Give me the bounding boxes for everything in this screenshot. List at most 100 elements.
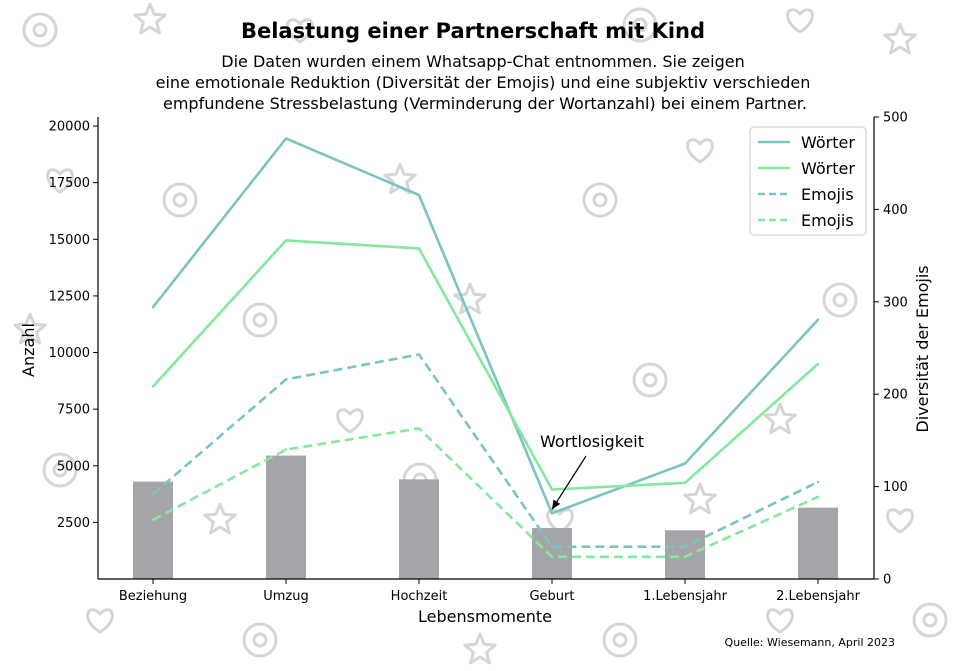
annotation: Wortlosigkeit [540, 432, 644, 510]
annotation-arrowhead [552, 499, 561, 510]
chart-title: Belastung einer Partnerschaft mit Kind [241, 19, 705, 43]
data-point [683, 545, 687, 548]
data-point [417, 193, 421, 197]
source-note: Quelle: Wiesemann, April 2023 [725, 636, 895, 649]
data-point [284, 239, 288, 242]
doodle-circle [602, 622, 638, 658]
doodle-heart [336, 408, 364, 434]
data-point [550, 555, 554, 558]
series-line [151, 137, 819, 515]
legend-label: Wörter [801, 159, 855, 178]
data-point [550, 488, 554, 491]
data-point [816, 495, 820, 498]
doodle-star [133, 2, 167, 35]
legend-box [749, 126, 867, 236]
doodle-circle [612, 632, 628, 648]
doodle-circle [632, 362, 668, 398]
doodle-circle [642, 372, 658, 388]
doodle-star [13, 312, 47, 345]
line-series [151, 137, 820, 559]
legend: Wörter Wörter Emojis Emojis [749, 126, 867, 236]
doodle-circle [592, 192, 608, 208]
data-point [550, 512, 554, 515]
right-tick-label: 200 [883, 388, 908, 403]
doodle-circle [42, 452, 78, 488]
data-point [151, 518, 155, 522]
legend-label: Wörter [801, 133, 855, 152]
left-tick-label: 10000 [49, 346, 90, 361]
doodle-circle [242, 622, 278, 658]
doodle-circle [242, 302, 278, 338]
doodle-circle [632, 17, 648, 33]
doodle-circle [832, 292, 848, 308]
left-tick-label: 20000 [49, 120, 90, 135]
x-tick-label: Hochzeit [391, 589, 448, 604]
left-tick-label: 17500 [49, 176, 90, 191]
doodle-star [763, 402, 797, 435]
doodle-star [203, 502, 237, 535]
bar [665, 530, 705, 579]
doodle-circle [922, 612, 938, 628]
chart-subtitle-line-3: empfundene Stressbelastung (Verminderung… [163, 94, 807, 113]
right-tick-label: 0 [883, 573, 891, 588]
series-line [152, 239, 819, 491]
right-axis-ticks: 0 100 200 300 400 500 [874, 111, 908, 588]
data-point [683, 462, 687, 465]
doodle-star [683, 482, 717, 515]
bar [399, 479, 439, 579]
doodle-circle [252, 312, 268, 328]
data-point [284, 448, 288, 451]
data-point [417, 427, 421, 430]
left-tick-label: 12500 [49, 289, 90, 304]
data-point [550, 545, 554, 548]
doodle-circle [52, 462, 68, 478]
left-tick-label: 2500 [57, 516, 90, 531]
doodle-circle [252, 632, 268, 648]
doodle-circle [582, 182, 618, 218]
bar [266, 455, 306, 579]
data-point [417, 353, 421, 356]
data-point [417, 247, 421, 250]
data-point [284, 137, 288, 140]
doodle-circle [822, 282, 858, 318]
data-point [284, 378, 288, 381]
data-point [816, 362, 820, 366]
left-axis-ticks: 2500 5000 7500 10000 12500 15000 17500 20000 [49, 120, 98, 531]
right-tick-label: 500 [883, 111, 908, 126]
bar [532, 528, 572, 579]
doodle-circle [912, 602, 948, 638]
data-point [683, 555, 687, 558]
doodle-star [453, 282, 487, 315]
left-axis-title: Anzahl [19, 323, 38, 377]
right-tick-label: 300 [883, 295, 908, 310]
right-tick-label: 400 [883, 203, 908, 218]
data-point [151, 492, 155, 496]
right-tick-label: 100 [883, 480, 908, 495]
chart-subtitle-line-1: Die Daten wurden einem Whatsapp-Chat ent… [221, 52, 744, 71]
bar [798, 507, 838, 579]
annotation-arrow [551, 455, 587, 510]
right-axis-title: Diversität der Emojis [913, 265, 932, 432]
doodle-heart [766, 608, 794, 634]
left-tick-label: 7500 [57, 403, 90, 418]
doodle-circle [172, 192, 188, 208]
doodle-star [383, 162, 417, 195]
doodle-heart [546, 508, 574, 534]
doodle-circle [22, 12, 58, 48]
left-tick-label: 15000 [49, 233, 90, 248]
chart-subtitle-line-2: eine emotionale Reduktion (Diversität de… [156, 73, 811, 92]
doodle-star [883, 22, 917, 55]
data-point [151, 306, 155, 309]
legend-label: Emojis [801, 211, 854, 230]
x-tick-label: Beziehung [119, 589, 187, 604]
x-axis-ticks: Beziehung Umzug Hochzeit Geburt 1.Lebensjahr… [119, 579, 861, 604]
x-tick-label: 1.Lebensjahr [643, 589, 727, 604]
data-point [151, 385, 155, 388]
doodle-circle [622, 7, 658, 43]
doodle-heart [286, 18, 314, 44]
series-line [152, 427, 819, 559]
bar [133, 481, 173, 579]
bar-series [133, 455, 838, 579]
annotation-label: Wortlosigkeit [540, 432, 644, 451]
